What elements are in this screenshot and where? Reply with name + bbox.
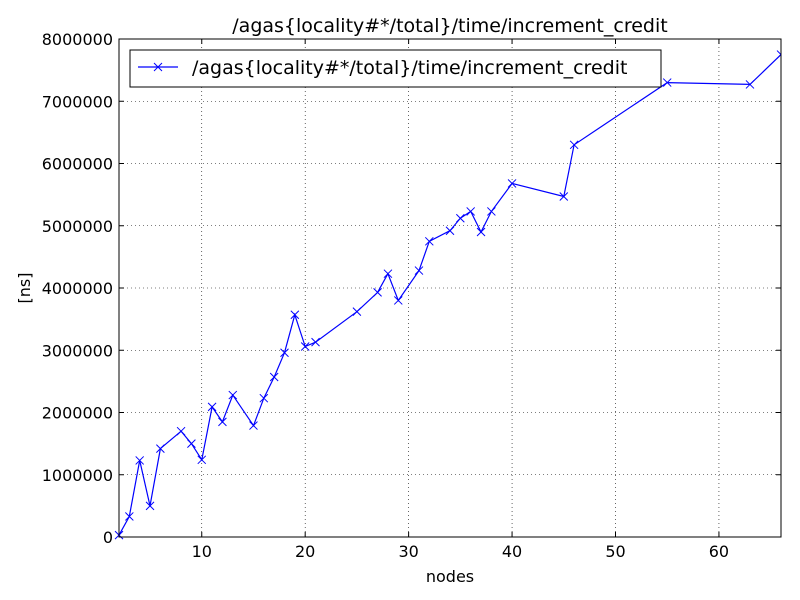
data-point-stroke-b	[156, 444, 165, 453]
data-point	[424, 236, 434, 246]
data-point-stroke-b	[280, 348, 289, 358]
series-markers	[114, 50, 781, 540]
data-point-stroke-b	[662, 78, 672, 87]
y-axis-label: [ns]	[15, 273, 34, 304]
data-point	[176, 426, 186, 436]
data-point	[259, 393, 269, 403]
data-point	[414, 266, 424, 275]
data-point-stroke-b	[445, 226, 455, 236]
data-point	[352, 307, 362, 317]
data-point	[569, 140, 579, 150]
data-point	[311, 337, 320, 347]
data-point	[228, 390, 238, 400]
x-tick-label: 60	[709, 542, 729, 561]
data-point	[269, 372, 279, 382]
data-point	[218, 417, 227, 427]
legend-box	[129, 49, 662, 88]
grid-lines	[119, 39, 781, 537]
data-point-stroke-b	[476, 227, 486, 237]
data-point	[207, 402, 217, 412]
data-point-stroke-b	[776, 53, 781, 59]
data-point-stroke-b	[507, 179, 517, 188]
series-layer	[114, 50, 781, 540]
data-point-stroke-b	[259, 393, 269, 403]
data-point	[745, 80, 755, 89]
x-axis-label: nodes	[426, 567, 474, 586]
data-point-stroke-b	[145, 501, 155, 511]
data-point	[476, 227, 486, 237]
data-point	[373, 288, 382, 297]
data-point-stroke-b	[197, 455, 207, 465]
data-point-stroke-b	[455, 213, 465, 223]
y-tick-label: 3000000	[42, 341, 113, 360]
axis-ticks: 10 20 30 40 50 60 0 1000000 2000000 3000000 400000…	[42, 30, 781, 561]
x-tick-label: 20	[295, 542, 315, 561]
data-point-stroke-b	[383, 269, 393, 279]
y-tick-label: 5000000	[42, 217, 113, 236]
data-point	[487, 207, 496, 216]
data-point	[466, 207, 476, 216]
legend-entry: /agas{locality#*/total}/time/increment_c…	[192, 57, 627, 79]
data-point-stroke-b	[393, 296, 403, 305]
data-point-stroke-b	[249, 421, 258, 430]
y-tick-label: 2000000	[42, 404, 113, 423]
data-point	[455, 213, 465, 223]
data-point	[280, 348, 289, 358]
x-tick-label: 50	[605, 542, 625, 561]
data-point-stroke-b	[487, 207, 496, 216]
data-point-stroke-a	[776, 50, 781, 56]
data-point-stroke-b	[414, 266, 424, 275]
data-point-stroke-b	[352, 307, 362, 317]
data-point	[187, 439, 196, 448]
data-point-stroke-b	[218, 417, 227, 427]
data-point-stroke-b	[228, 390, 238, 400]
data-point	[507, 179, 517, 188]
data-point	[249, 421, 258, 430]
data-point	[290, 310, 300, 320]
data-point	[135, 456, 145, 465]
data-point-stroke-b	[176, 426, 186, 436]
data-point	[383, 269, 393, 279]
data-point	[445, 226, 455, 236]
data-point-stroke-b	[424, 236, 434, 246]
data-point-stroke-b	[559, 192, 569, 201]
data-point	[393, 296, 403, 305]
data-point	[300, 342, 310, 351]
data-point-stroke-b	[569, 140, 579, 150]
data-point	[197, 455, 207, 465]
data-point	[776, 50, 781, 59]
y-tick-label: 7000000	[42, 92, 113, 111]
data-point	[662, 78, 672, 87]
data-point-stroke-b	[300, 342, 310, 351]
y-tick-label: 1000000	[42, 466, 113, 485]
data-point	[145, 501, 155, 511]
legend-marker-b	[153, 62, 163, 72]
data-point-stroke-b	[207, 402, 217, 412]
y-tick-label: 8000000	[42, 30, 113, 49]
data-point-stroke-b	[745, 80, 755, 89]
data-point-stroke-b	[124, 512, 134, 521]
y-tick-label: 4000000	[42, 279, 113, 298]
x-tick-label: 30	[398, 542, 418, 561]
data-point-stroke-b	[187, 439, 196, 448]
data-point-stroke-b	[269, 372, 279, 382]
data-point-stroke-b	[290, 310, 300, 320]
data-point-stroke-b	[373, 288, 382, 297]
data-point-stroke-b	[466, 207, 476, 216]
chart-title: /agas{locality#*/total}/time/increment_c…	[232, 15, 667, 37]
legend-swatch	[138, 62, 178, 72]
data-point-stroke-b	[311, 337, 320, 347]
data-point	[559, 192, 569, 201]
data-point	[156, 444, 165, 453]
data-point	[124, 512, 134, 521]
legend: /agas{locality#*/total}/time/increment_c…	[129, 49, 662, 88]
y-tick-label: 6000000	[42, 155, 113, 174]
data-point-stroke-b	[135, 456, 145, 465]
x-tick-label: 40	[502, 542, 522, 561]
x-tick-label: 10	[192, 542, 212, 561]
y-tick-label: 0	[103, 528, 113, 547]
